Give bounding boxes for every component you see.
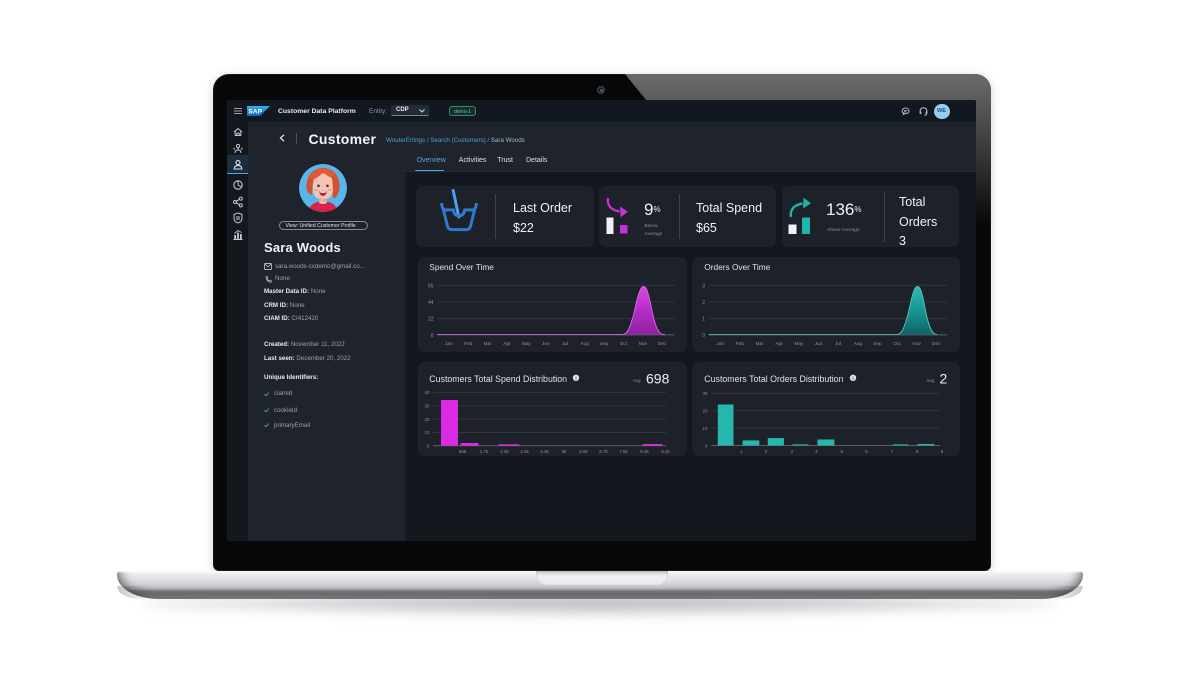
svg-text:May: May (521, 341, 531, 347)
svg-text:0: 0 (426, 444, 429, 449)
svg-text:0: 0 (702, 333, 705, 339)
svg-text:3: 3 (702, 283, 705, 289)
svg-text:Jul: Jul (562, 341, 568, 347)
svg-text:Dec: Dec (932, 341, 941, 347)
svg-text:20: 20 (424, 417, 430, 422)
svg-text:Spend Over Time: Spend Over Time (429, 262, 494, 272)
svg-text:30: 30 (702, 391, 708, 396)
svg-text:Jun: Jun (814, 341, 822, 347)
svg-text:2: 2 (702, 300, 705, 306)
svg-text:Apr: Apr (503, 341, 511, 347)
svg-text:May: May (794, 341, 804, 347)
svg-text:3.4k: 3.4k (520, 449, 529, 454)
svg-text:i: i (575, 376, 576, 381)
svg-text:22: 22 (427, 316, 433, 322)
svg-text:Apr: Apr (775, 341, 783, 347)
svg-text:Avg: Avg (926, 378, 934, 383)
svg-text:SAP: SAP (248, 109, 262, 116)
svg-text:7: 7 (890, 449, 893, 454)
svg-text:8.4k: 8.4k (640, 449, 649, 454)
svg-text:1.7k: 1.7k (479, 449, 488, 454)
svg-text:Jan: Jan (716, 341, 724, 347)
svg-text:4: 4 (815, 449, 818, 454)
svg-text:698: 698 (458, 449, 466, 454)
svg-text:7.5k: 7.5k (619, 449, 628, 454)
svg-text:30: 30 (424, 404, 430, 409)
svg-text:10: 10 (702, 426, 708, 431)
svg-text:20: 20 (702, 409, 708, 414)
svg-text:65: 65 (427, 283, 433, 289)
svg-text:6.7k: 6.7k (599, 449, 608, 454)
svg-text:Sep: Sep (873, 341, 882, 347)
svg-text:Mar: Mar (483, 341, 492, 347)
svg-text:9: 9 (940, 449, 943, 454)
svg-text:Feb: Feb (464, 341, 473, 347)
svg-text:1: 1 (702, 316, 705, 322)
svg-text:i: i (852, 376, 853, 381)
svg-text:Oct: Oct (619, 341, 627, 347)
svg-text:Customers Total Orders Distrib: Customers Total Orders Distribution (704, 374, 843, 384)
svg-text:Oct: Oct (893, 341, 901, 347)
svg-text:Sep: Sep (599, 341, 608, 347)
svg-text:Orders Over Time: Orders Over Time (704, 262, 770, 272)
svg-text:698: 698 (646, 371, 670, 387)
svg-text:5: 5 (840, 449, 843, 454)
svg-text:1: 1 (740, 449, 743, 454)
svg-text:2.5k: 2.5k (500, 449, 509, 454)
svg-text:4.2k: 4.2k (540, 449, 549, 454)
svg-text:Jul: Jul (835, 341, 841, 347)
svg-text:2: 2 (764, 449, 767, 454)
svg-text:5k: 5k (561, 449, 567, 454)
svg-text:Aug: Aug (853, 341, 862, 347)
svg-text:Nov: Nov (638, 341, 647, 347)
svg-text:Jun: Jun (541, 341, 549, 347)
svg-text:3: 3 (790, 449, 793, 454)
svg-text:Nov: Nov (912, 341, 921, 347)
svg-text:6: 6 (865, 449, 868, 454)
svg-text:2: 2 (939, 371, 947, 387)
svg-text:0: 0 (704, 443, 707, 448)
svg-text:Aug: Aug (580, 341, 589, 347)
svg-text:Dec: Dec (657, 341, 666, 347)
svg-text:40: 40 (424, 390, 430, 395)
svg-text:Feb: Feb (735, 341, 744, 347)
svg-text:10: 10 (424, 430, 430, 435)
svg-text:9.2k: 9.2k (661, 449, 670, 454)
svg-text:Mar: Mar (755, 341, 764, 347)
svg-text:5.8k: 5.8k (579, 449, 588, 454)
svg-text:44: 44 (427, 300, 433, 306)
svg-text:8: 8 (916, 449, 919, 454)
svg-text:Jan: Jan (444, 341, 452, 347)
svg-text:0: 0 (430, 333, 433, 339)
svg-text:Avg: Avg (632, 378, 640, 383)
svg-text:Customers Total Spend Distribu: Customers Total Spend Distribution (429, 374, 567, 384)
